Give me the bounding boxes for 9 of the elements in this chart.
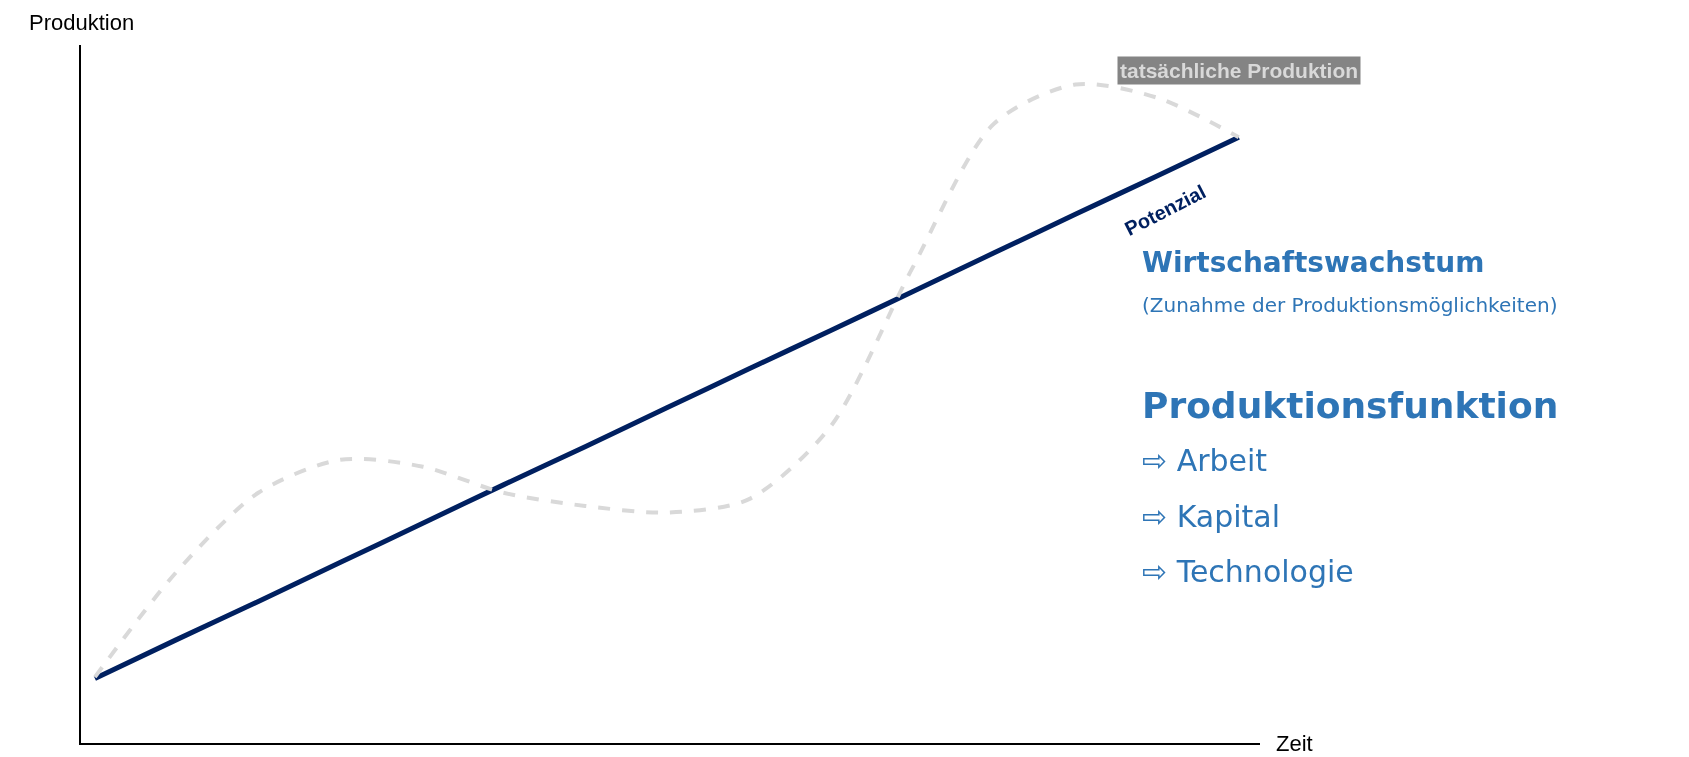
series-label: tatsächliche Produktion — [1120, 59, 1359, 82]
annotation: Produktionsfunktion — [1142, 385, 1559, 426]
annotation: (Zunahme der Produktionsmöglichkeiten) — [1142, 293, 1558, 317]
annotation: ⇨ Arbeit — [1142, 443, 1268, 478]
x-axis-title: Zeit — [1276, 731, 1313, 756]
annotation: ⇨ Kapital — [1142, 499, 1281, 534]
y-axis-title: Produktion — [29, 10, 135, 35]
annotation: Wirtschaftswachstum — [1142, 246, 1485, 279]
annotation: ⇨ Technologie — [1142, 554, 1354, 589]
